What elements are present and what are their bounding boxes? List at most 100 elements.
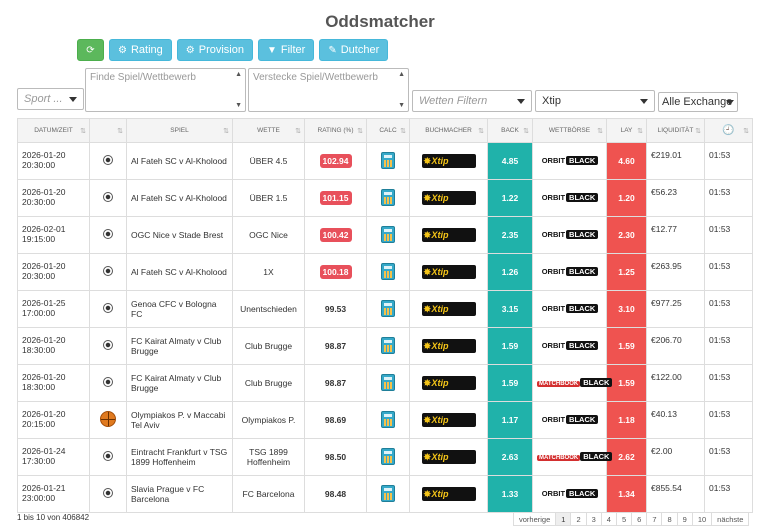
col-datetime[interactable]: Datum/Zeit ⇅: [17, 118, 90, 143]
col-sport[interactable]: ⇅: [89, 118, 127, 143]
updated-cell: 01:53: [704, 475, 753, 513]
col-calc[interactable]: Calc ⇅: [366, 118, 410, 143]
calculator-icon[interactable]: [381, 151, 395, 169]
scroll-down-icon[interactable]: ▼: [398, 102, 405, 109]
pagination-prev[interactable]: vorherige: [513, 512, 557, 526]
liquidity-cell: €855.54: [646, 475, 705, 513]
exchange-logo[interactable]: ORBIT BLACK: [541, 487, 599, 501]
sort-icon: ⇅: [597, 128, 603, 135]
bookmaker-cell: Xtip: [409, 364, 488, 402]
find-game-input[interactable]: Finde Spiel/Wettbewerb ▲ ▼: [85, 68, 246, 112]
scroll-down-icon[interactable]: ▼: [235, 102, 242, 109]
col-lay[interactable]: Lay ⇅: [606, 118, 647, 143]
sport-cell: [89, 438, 127, 476]
col-liquidity[interactable]: Liquidität ⇅: [646, 118, 705, 143]
exchange-logo[interactable]: MATCHBOOK BLACK: [537, 376, 613, 390]
provision-button[interactable]: ⚙ Provision: [176, 39, 253, 61]
col-rating[interactable]: Rating (%) ⇅: [304, 118, 367, 143]
calculator-icon[interactable]: [381, 410, 395, 428]
time: 20:30:00: [22, 271, 56, 281]
filter-button[interactable]: ▼ Filter: [257, 39, 315, 61]
rating-cell: 98.87: [304, 327, 367, 365]
scroll-up-icon[interactable]: ▲: [398, 71, 405, 78]
football-icon: [103, 155, 113, 165]
hide-game-input[interactable]: Verstecke Spiel/Wettbewerb ▲ ▼: [248, 68, 409, 112]
pagination-page[interactable]: 9: [676, 512, 693, 526]
refresh-button[interactable]: ⟳: [77, 39, 104, 61]
col-bookmaker[interactable]: Buchmacher ⇅: [409, 118, 488, 143]
bets-filter-select[interactable]: Wetten Filtern: [412, 90, 532, 112]
table-row: 2026-01-20 20:30:00 Al Fateh SC v Al-Kholo…: [17, 142, 753, 180]
filter-button-label: Filter: [280, 44, 306, 56]
bookmaker-logo[interactable]: Xtip: [421, 191, 476, 205]
calculator-icon[interactable]: [381, 336, 395, 354]
calc-cell: [366, 179, 410, 217]
pagination-page[interactable]: 7: [646, 512, 663, 526]
pagination-page[interactable]: 8: [661, 512, 678, 526]
rating-button[interactable]: ⚙ Rating: [109, 39, 172, 61]
table-info: 1 bis 10 von 406842: [17, 513, 90, 522]
scroll-up-icon[interactable]: ▲: [235, 71, 242, 78]
exchange-logo[interactable]: ORBIT BLACK: [541, 302, 599, 316]
sport-select[interactable]: Sport ...: [17, 88, 84, 110]
dutcher-button[interactable]: ✎ Dutcher: [319, 39, 389, 61]
lay-odds-cell: 2.62: [606, 438, 647, 476]
calculator-icon[interactable]: [381, 225, 395, 243]
bookmaker-logo[interactable]: Xtip: [421, 154, 476, 168]
bookmaker-select[interactable]: Xtip: [535, 90, 655, 112]
col-game[interactable]: Spiel ⇅: [126, 118, 233, 143]
pagination-page[interactable]: 10: [691, 512, 713, 526]
exchange-logo[interactable]: MATCHBOOK BLACK: [537, 450, 613, 464]
liquidity-cell: €122.00: [646, 364, 705, 402]
pagination-page[interactable]: 3: [585, 512, 602, 526]
bookmaker-logo[interactable]: Xtip: [421, 487, 476, 501]
exchange-cell: ORBIT BLACK: [532, 475, 607, 513]
bet-cell: TSG 1899 Hoffenheim: [232, 438, 305, 476]
exchange-cell: MATCHBOOK BLACK: [532, 364, 613, 402]
col-bet[interactable]: Wette ⇅: [232, 118, 305, 143]
bookmaker-logo[interactable]: Xtip: [421, 228, 476, 242]
sport-cell: [89, 253, 127, 291]
exchange-logo[interactable]: ORBIT BLACK: [541, 265, 599, 279]
odds-table: Datum/Zeit ⇅ ⇅ Spiel ⇅ Wette ⇅ Rating (%) ⇅ …: [17, 118, 753, 513]
calculator-icon[interactable]: [381, 447, 395, 465]
football-icon: [103, 451, 113, 461]
rating-cell: 100.42: [304, 216, 367, 254]
bookmaker-logo[interactable]: Xtip: [421, 302, 476, 316]
exchange-logo[interactable]: ORBIT BLACK: [541, 154, 599, 168]
pagination-page[interactable]: 1: [555, 512, 572, 526]
date: 2026-01-20: [22, 187, 66, 197]
col-updated[interactable]: 🕘 ⇅: [704, 118, 753, 143]
date: 2026-01-25: [22, 298, 66, 308]
bookmaker-logo[interactable]: Xtip: [421, 376, 476, 390]
rating-value: 98.50: [324, 452, 347, 462]
calculator-icon[interactable]: [381, 299, 395, 317]
back-odds-cell: 4.85: [487, 142, 533, 180]
bookmaker-logo[interactable]: Xtip: [421, 265, 476, 279]
exchange-logo[interactable]: ORBIT BLACK: [541, 228, 599, 242]
pagination-next[interactable]: nächste: [711, 512, 750, 526]
exchange-logo[interactable]: ORBIT BLACK: [541, 413, 599, 427]
col-exchange[interactable]: Wettbörse ⇅: [532, 118, 607, 143]
pagination-page[interactable]: 6: [631, 512, 648, 526]
bookmaker-logo[interactable]: Xtip: [421, 450, 476, 464]
pagination-page[interactable]: 5: [615, 512, 633, 526]
pagination-page[interactable]: 4: [600, 512, 617, 526]
pagination: vorherige 1 2 3 4 5 6 7 8 9 10 nächste: [513, 512, 750, 526]
calculator-icon[interactable]: [381, 188, 395, 206]
bookmaker-logo[interactable]: Xtip: [421, 339, 476, 353]
calculator-icon[interactable]: [381, 262, 395, 280]
sport-cell: [89, 401, 127, 439]
calculator-icon[interactable]: [381, 484, 395, 502]
col-back[interactable]: Back ⇅: [487, 118, 533, 143]
bet-cell: OGC Nice: [232, 216, 305, 254]
rating-button-label: Rating: [130, 44, 163, 56]
exchange-select[interactable]: Alle Exchange: [658, 92, 738, 112]
bookmaker-logo[interactable]: Xtip: [421, 413, 476, 427]
pagination-page[interactable]: 2: [570, 512, 587, 526]
calculator-icon[interactable]: [381, 373, 395, 391]
exchange-logo[interactable]: ORBIT BLACK: [541, 191, 599, 205]
sport-cell: [89, 179, 127, 217]
football-icon: [103, 266, 113, 276]
exchange-logo[interactable]: ORBIT BLACK: [541, 339, 599, 353]
